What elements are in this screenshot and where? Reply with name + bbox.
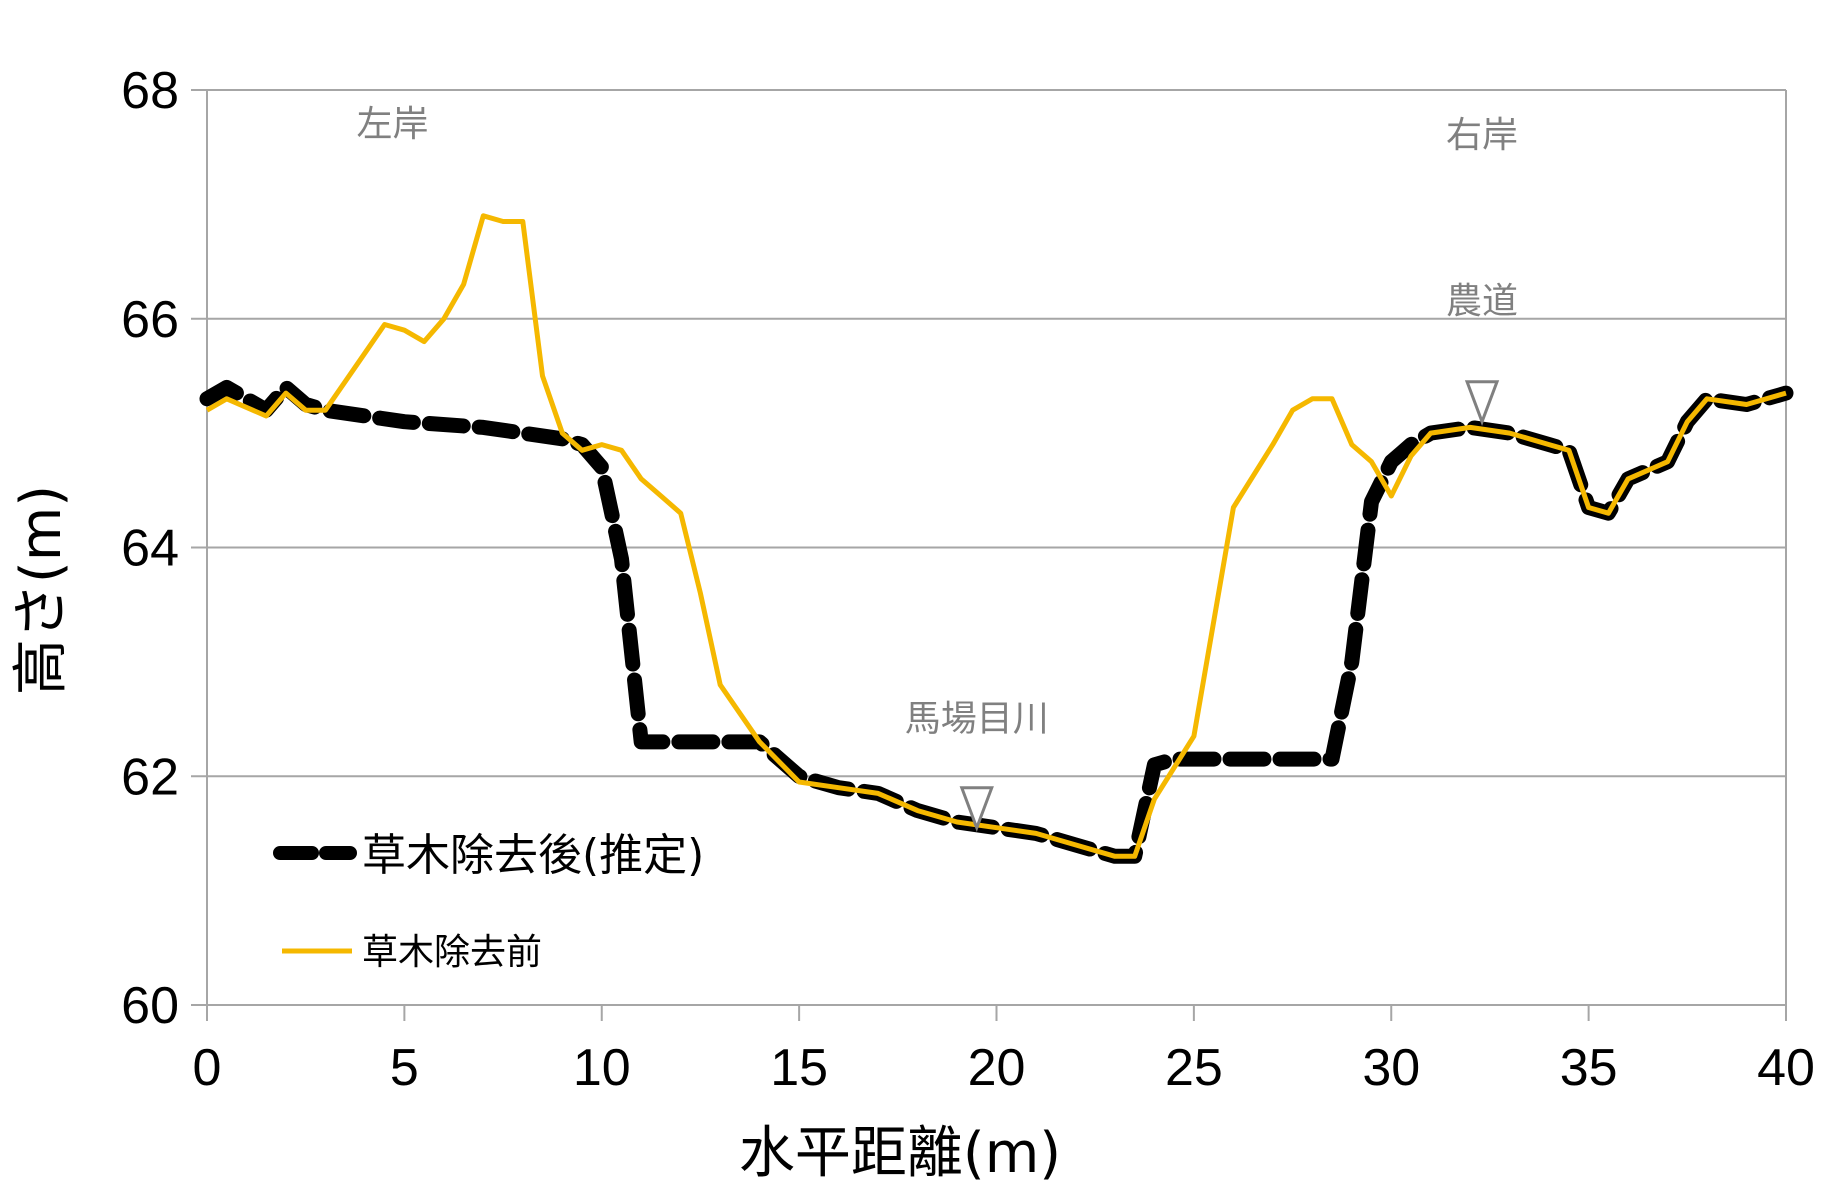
axes — [191, 89, 1787, 1021]
x-tick-label-35: 35 — [1560, 1039, 1618, 1097]
y-axis-title: 高さ(m) — [9, 485, 74, 695]
y-tick-label-68: 68 — [121, 62, 179, 120]
y-tick-label-64: 64 — [121, 520, 179, 578]
y-tick-labels: 60 62 64 66 68 — [121, 62, 179, 1035]
y-tick-label-66: 66 — [121, 291, 179, 349]
legend-label-before: 草木除去前 — [362, 932, 542, 973]
legend: 草木除去後(推定) 草木除去前 — [273, 830, 704, 973]
series-lines — [199, 213, 1794, 864]
x-axis-title: 水平距離(m) — [739, 1121, 1061, 1186]
annotation-river: 馬場目川 — [905, 699, 1049, 740]
annotation-farm_road-marker — [1464, 380, 1500, 426]
x-tick-label-30: 30 — [1362, 1039, 1420, 1097]
y-tick-label-60: 60 — [121, 977, 179, 1035]
x-tick-label-10: 10 — [573, 1039, 631, 1097]
x-tick-label-0: 0 — [193, 1039, 222, 1097]
gridlines — [207, 89, 1786, 778]
legend-label-after: 草木除去後(推定) — [362, 830, 704, 881]
annotation-river-marker — [959, 786, 994, 832]
x-tick-label-25: 25 — [1165, 1039, 1223, 1097]
annotation-left_bank: 左岸 — [357, 104, 429, 145]
x-tick-labels: 0 5 10 15 20 25 30 35 40 — [193, 1039, 1815, 1097]
x-tick-label-15: 15 — [770, 1039, 828, 1097]
series-line-before — [205, 213, 1787, 859]
x-tick-label-20: 20 — [968, 1039, 1026, 1097]
y-tick-label-62: 62 — [121, 748, 179, 806]
x-tick-label-40: 40 — [1757, 1039, 1815, 1097]
annotation-farm_road: 農道 — [1446, 281, 1518, 322]
x-tick-label-5: 5 — [390, 1039, 419, 1097]
annotation-right_bank: 右岸 — [1446, 115, 1518, 156]
